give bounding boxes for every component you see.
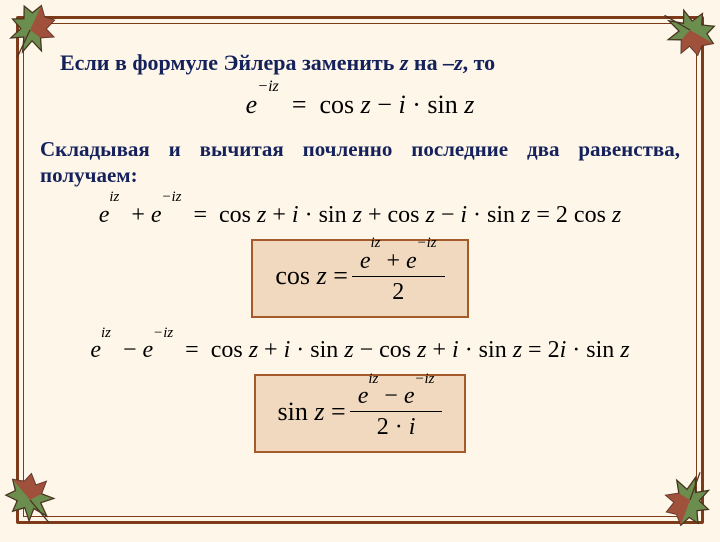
formula-box-sin: sin z = eiz − e−iz 2 · i <box>254 374 467 453</box>
intro-prefix: Если в формуле Эйлера заменить <box>60 50 400 75</box>
eq3-rhs: cos z + i · sin z − cos z + i · sin z = … <box>211 337 630 363</box>
box2-z: z <box>314 397 324 426</box>
box1-eq: = <box>327 261 348 290</box>
slide-content: Если в формуле Эйлера заменить z на –z, … <box>40 28 680 512</box>
intro-mid: на <box>408 50 443 75</box>
box1-den: 2 <box>352 277 445 306</box>
eq1-i: i <box>398 90 405 119</box>
box2-exp1: iz <box>368 371 378 387</box>
box2-exp2: −iz <box>414 371 434 387</box>
eq1-z2: z <box>464 90 474 119</box>
intro-line: Если в формуле Эйлера заменить z на –z, … <box>60 50 680 76</box>
intro-z2: –z <box>443 50 463 75</box>
eq1-z1: z <box>361 90 371 119</box>
eq1-e: e <box>246 90 258 119</box>
eq1-exp: −iz <box>257 78 279 95</box>
equation-3: eiz − e−iz = cos z + i · sin z − cos z +… <box>40 336 680 364</box>
eq1-sin: sin <box>427 90 464 119</box>
eq1-dot: · <box>406 90 428 119</box>
box1-z: z <box>317 261 327 290</box>
eq1-cos: cos <box>320 90 361 119</box>
paragraph-2: Складывая и вычитая почленно последние д… <box>40 136 680 189</box>
box1-exp1: iz <box>371 235 381 251</box>
box1-e2: e <box>406 248 417 274</box>
box1-exp2: −iz <box>417 235 437 251</box>
box2-sin: sin <box>278 397 315 426</box>
eq1-minus: − <box>371 90 399 119</box>
box2-e1: e <box>358 383 369 409</box>
box2-eq: = <box>325 397 346 426</box>
equation-2: eiz + e−iz = cos z + i · sin z + cos z −… <box>40 201 680 229</box>
formula-box-sin-wrap: sin z = eiz − e−iz 2 · i <box>40 364 680 453</box>
box2-e2: e <box>404 383 415 409</box>
eq2-rhs: cos z + i · sin z + cos z − i · sin z = … <box>219 202 621 228</box>
box1-cos: cos <box>275 261 316 290</box>
box1-plus: + <box>380 248 406 274</box>
formula-box-cos: cos z = eiz + e−iz 2 <box>251 239 468 318</box>
intro-suffix: , то <box>463 50 496 75</box>
formula-box-cos-wrap: cos z = eiz + e−iz 2 <box>40 229 680 318</box>
box2-minus: − <box>378 383 404 409</box>
box1-e1: e <box>360 248 371 274</box>
equation-1: e−iz = cos z − i · sin z <box>40 90 680 120</box>
